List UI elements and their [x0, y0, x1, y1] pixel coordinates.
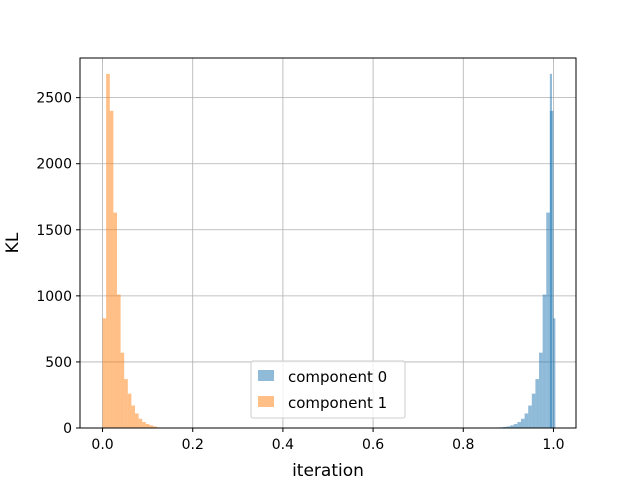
histogram-bar-component-0 [513, 424, 518, 428]
histogram-bars [102, 73, 556, 428]
x-tick-label: 0.6 [362, 437, 384, 453]
histogram-bar-component-0 [531, 393, 536, 428]
histogram-bar-component-1 [113, 212, 117, 428]
y-axis-ticks: 0 500 1000 1500 2000 2500 [36, 91, 80, 437]
histogram-bar-component-1 [124, 379, 128, 428]
histogram-bar-component-0 [546, 212, 550, 428]
y-tick-label: 0 [63, 421, 72, 437]
x-axis-label: iteration [292, 461, 364, 480]
histogram-bar-component-0 [553, 318, 556, 428]
histogram-bar-component-1 [135, 413, 139, 428]
histogram-bar-component-0 [535, 379, 540, 428]
legend: component 0 component 1 [250, 360, 406, 419]
histogram-bar-component-0 [510, 425, 514, 428]
y-tick-label: 2500 [36, 91, 72, 107]
x-tick-label: 1.0 [542, 437, 564, 453]
histogram-bar-component-0 [539, 352, 543, 428]
x-tick-label: 0.8 [452, 437, 474, 453]
histogram-bar-component-1 [131, 405, 136, 428]
legend-box [250, 360, 406, 419]
histogram-bar-component-0 [528, 405, 532, 428]
histogram-bar-component-1 [127, 393, 132, 428]
y-tick-label: 1500 [36, 223, 72, 239]
y-tick-label: 2000 [36, 157, 72, 173]
x-tick-label: 0.4 [272, 437, 294, 453]
histogram-bar-component-1 [109, 110, 114, 428]
grid-lines [80, 58, 576, 429]
histogram-bar-component-1 [142, 422, 146, 428]
legend-swatch-component-1 [258, 396, 274, 407]
histogram-bar-component-1 [106, 73, 110, 428]
histogram-bar-component-1 [149, 425, 154, 428]
legend-label-component-1: component 1 [288, 394, 387, 412]
histogram-bar-component-1 [120, 352, 125, 428]
y-tick-label: 1000 [36, 289, 72, 305]
legend-swatch-component-0 [258, 370, 274, 381]
histogram-bar-component-0 [517, 422, 521, 428]
x-tick-label: 0.2 [182, 437, 204, 453]
plot-frame [79, 57, 577, 429]
histogram-bar-component-0 [506, 426, 511, 428]
legend-label-component-0: component 0 [288, 368, 387, 386]
histogram-bar-component-0 [542, 294, 547, 428]
histogram-bar-component-0 [549, 73, 553, 428]
histogram-bar-component-0 [520, 418, 525, 428]
histogram-bar-component-1 [138, 418, 143, 428]
histogram-bar-component-1 [153, 426, 157, 428]
histogram-bar-component-1 [145, 424, 150, 428]
histogram-bar-component-1 [102, 318, 107, 428]
histogram-bar-component-0 [524, 413, 529, 428]
y-axis-label: KL [3, 232, 23, 253]
histogram-bar-component-0 [502, 426, 507, 428]
histogram-bar-component-1 [116, 294, 121, 428]
x-tick-label: 0.0 [91, 437, 113, 453]
x-axis-ticks: 0.0 0.2 0.4 0.6 0.8 1.0 [91, 428, 565, 453]
y-tick-label: 500 [45, 355, 72, 371]
